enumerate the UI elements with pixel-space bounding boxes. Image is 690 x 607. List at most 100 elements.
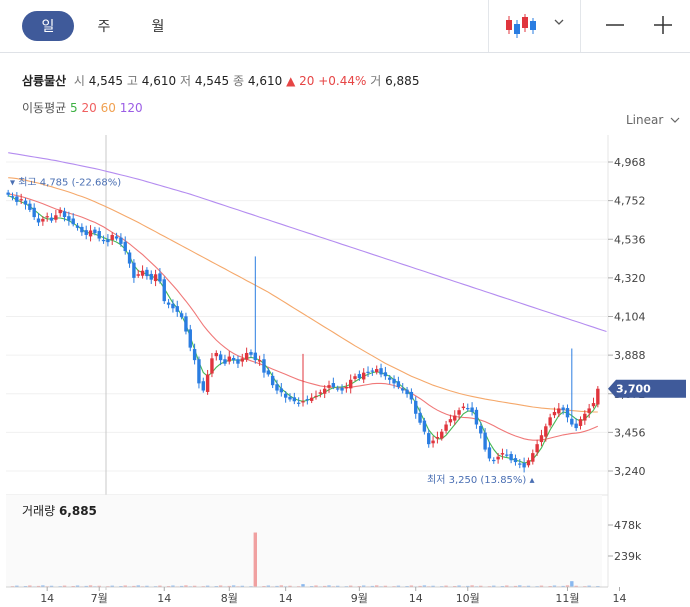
- candle-body: [71, 218, 75, 225]
- y-tick-label: 4,536: [614, 233, 646, 246]
- candle-body: [357, 374, 362, 379]
- volume-bar: [335, 585, 340, 587]
- x-axis: 14 7월 14 8월 14 9월 14 10월 11월 14: [6, 586, 627, 605]
- candle-body: [392, 378, 396, 384]
- ma-label: 이동평균: [22, 101, 67, 115]
- annotations: 3,700 ▾ 최고 4,785 (-22.68%) 최저 3,250 (13.85…: [10, 177, 686, 486]
- volume-bar: [266, 585, 271, 587]
- candle-body: [335, 388, 340, 390]
- open-label: 시: [73, 74, 85, 88]
- current-price-label: 3,700: [616, 383, 651, 396]
- candle-body: [322, 388, 327, 394]
- candle-body: [396, 381, 401, 387]
- candle-body: [210, 358, 214, 374]
- candle-body: [171, 303, 175, 309]
- candle-body: [496, 456, 500, 460]
- zoom-in-button[interactable]: [652, 14, 674, 36]
- volume-label: 거: [370, 74, 382, 88]
- candle-body: [214, 352, 218, 357]
- volume-bar: [314, 585, 318, 587]
- candle-body: [535, 444, 539, 453]
- candle-body: [67, 216, 71, 221]
- ma-120: 120: [119, 101, 143, 115]
- volume-bars: 478k 239k: [6, 494, 642, 588]
- candle-body: [227, 356, 231, 362]
- x-tick-label: 8월: [221, 592, 238, 605]
- candle-body: [49, 217, 54, 221]
- candle-body: [318, 392, 323, 394]
- chevron-down-icon[interactable]: [552, 15, 566, 29]
- candle-body: [418, 412, 422, 423]
- volume-bar: [327, 585, 331, 587]
- candle-body: [583, 413, 587, 421]
- candle-body: [240, 358, 244, 362]
- candle-body: [140, 270, 145, 276]
- y-tick-label: 4,752: [614, 195, 646, 208]
- x-tick-label: 7월: [91, 592, 108, 605]
- candle-body: [301, 401, 305, 403]
- candle-body: [518, 463, 522, 465]
- volume-bar: [218, 585, 223, 587]
- candle-body: [279, 388, 284, 393]
- scale-label: Linear: [626, 113, 664, 127]
- candle-body: [188, 329, 192, 348]
- period-tab-month[interactable]: 월: [151, 19, 165, 35]
- candle-body: [483, 432, 487, 450]
- low-value: 4,545: [194, 74, 230, 88]
- current-price-badge: [608, 379, 686, 398]
- open-value: 4,545: [88, 74, 124, 88]
- volume-bar: [205, 585, 210, 587]
- candle-body: [522, 462, 526, 468]
- candle-body: [353, 376, 357, 379]
- candle-body: [479, 425, 483, 434]
- candle-body: [106, 239, 110, 243]
- chart-type-button[interactable]: [500, 12, 540, 40]
- period-tab-week[interactable]: 주: [97, 19, 111, 35]
- candle-body: [32, 207, 36, 218]
- candle-body: [10, 196, 15, 198]
- scale-selector[interactable]: Linear: [626, 113, 680, 127]
- volume-bar: [49, 585, 54, 587]
- volume-bar: [275, 585, 279, 587]
- volume-area: [6, 495, 602, 587]
- period-tab-day[interactable]: 일: [22, 11, 74, 41]
- volume-bar: [158, 585, 162, 587]
- candle-body: [101, 239, 106, 242]
- candle-body: [427, 433, 431, 445]
- candle-body: [184, 316, 188, 332]
- change-value: ▲ 20: [286, 74, 315, 88]
- candle-body: [41, 218, 45, 222]
- ma-line-ma60: [8, 177, 598, 413]
- candle-body: [119, 237, 123, 244]
- x-tick-label: 11월: [555, 592, 579, 605]
- candle-body: [544, 426, 548, 437]
- volume-bar: [41, 585, 45, 587]
- candle-body: [453, 415, 457, 421]
- candle-body: [158, 273, 162, 282]
- candle-body: [84, 230, 88, 235]
- y-tick-label: 4,968: [614, 156, 646, 169]
- candle-body: [236, 359, 240, 364]
- candle-body: [114, 236, 119, 239]
- volume-bar: [279, 585, 284, 587]
- candle-body: [58, 209, 62, 214]
- volume-bar: [36, 585, 41, 587]
- volume-bar: [227, 585, 231, 587]
- volume-panel-label: 거래량 6,885: [22, 502, 97, 519]
- candle-body: [509, 454, 513, 461]
- volume-bar: [171, 585, 175, 587]
- volume-bar: [470, 585, 474, 587]
- moving-average-legend[interactable]: 이동평균 5 20 60 120: [22, 99, 143, 116]
- candle-body: [45, 216, 49, 218]
- x-tick-label: 9월: [351, 592, 368, 605]
- candle-body: [36, 218, 41, 223]
- zoom-out-button[interactable]: [604, 14, 626, 36]
- volume-bar: [184, 585, 188, 587]
- candle-body: [244, 352, 249, 360]
- volume-bar: [457, 585, 461, 587]
- volume-bar: [418, 585, 422, 587]
- volume-bar: [348, 585, 353, 587]
- high-value: 4,610: [141, 74, 177, 88]
- candle-body: [444, 424, 448, 431]
